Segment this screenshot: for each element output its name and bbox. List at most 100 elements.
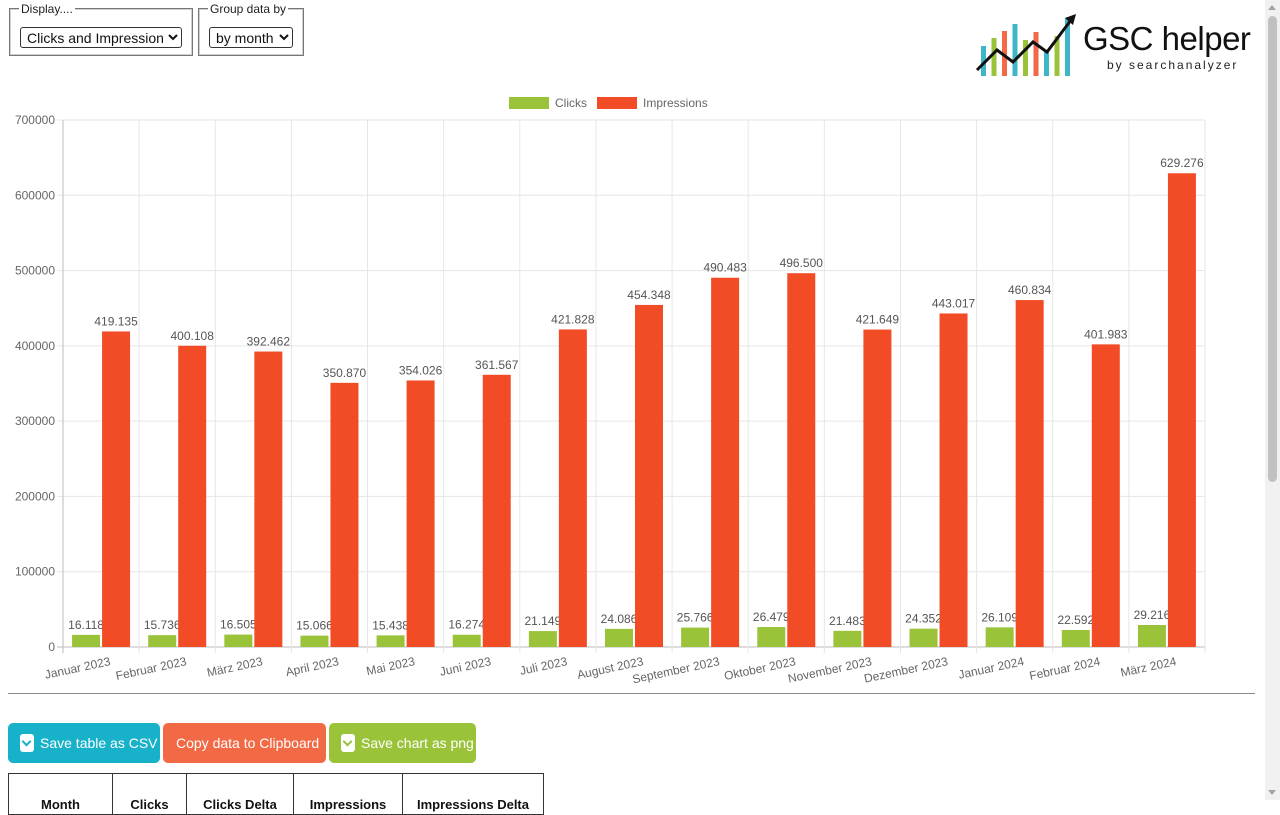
- data-label-clicks: 16.505: [220, 618, 257, 632]
- logo-bar: [1023, 40, 1028, 76]
- data-label-clicks: 21.483: [829, 614, 866, 628]
- bar-clicks: [528, 631, 557, 647]
- logo-chart-icon: [975, 14, 1076, 76]
- save-png-label: Save chart as png: [361, 735, 474, 751]
- bar-impressions: [1015, 300, 1044, 647]
- logo-bar: [1054, 36, 1060, 76]
- save-csv-button[interactable]: Save table as CSV: [8, 723, 160, 763]
- data-label-clicks: 15.438: [372, 618, 409, 632]
- data-label-clicks: 15.736: [144, 618, 181, 632]
- display-select[interactable]: Clicks and Impressions: [20, 27, 182, 48]
- divider: [8, 693, 1255, 694]
- data-label-clicks: 15.066: [296, 619, 333, 633]
- download-icon: [20, 734, 34, 752]
- legend-label-clicks: Clicks: [555, 96, 587, 110]
- data-label-clicks: 29.216: [1134, 608, 1171, 622]
- y-tick-label: 500000: [15, 264, 55, 278]
- bar-clicks: [376, 635, 405, 647]
- logo-bar: [1065, 18, 1070, 76]
- x-tick-label: April 2023: [284, 654, 340, 679]
- data-label-impressions: 496.500: [780, 256, 824, 270]
- x-tick-label: Dezember 2023: [863, 654, 950, 685]
- column-header-month[interactable]: Month: [8, 773, 113, 815]
- bar-clicks: [300, 635, 329, 647]
- bar-clicks: [605, 628, 633, 647]
- bar-clicks: [452, 634, 481, 647]
- data-label-clicks: 22.592: [1057, 613, 1094, 627]
- bar-impressions: [178, 345, 207, 647]
- data-label-impressions: 454.348: [627, 288, 671, 302]
- logo-bar: [1012, 24, 1018, 76]
- data-label-impressions: 460.834: [1008, 283, 1052, 297]
- save-png-button[interactable]: Save chart as png: [329, 723, 476, 763]
- x-tick-label: Juni 2023: [439, 654, 493, 679]
- bar-impressions: [558, 329, 587, 647]
- logo-bar: [1044, 50, 1049, 76]
- bar-clicks: [224, 634, 253, 647]
- y-tick-label: 300000: [15, 414, 55, 428]
- bar-clicks: [757, 627, 786, 647]
- legend-swatch: [597, 97, 637, 109]
- bar-clicks: [985, 627, 1014, 647]
- data-label-impressions: 401.983: [1084, 327, 1128, 341]
- y-tick-label: 600000: [15, 188, 55, 202]
- bar-impressions: [254, 351, 283, 647]
- copy-clipboard-label: Copy data to Clipboard: [176, 735, 320, 751]
- data-label-impressions: 490.483: [703, 261, 747, 275]
- data-label-impressions: 421.649: [856, 313, 900, 327]
- logo-subtitle: by searchanalyzer: [1107, 58, 1239, 72]
- column-header-impressions[interactable]: Impressions: [293, 773, 403, 815]
- bar-clicks: [72, 634, 101, 647]
- bar-impressions: [330, 382, 359, 647]
- data-label-impressions: 443.017: [932, 296, 976, 310]
- table-header-row: Month Clicks Clicks Delta Impressions Im…: [8, 773, 544, 815]
- column-header-clicks-delta[interactable]: Clicks Delta: [186, 773, 294, 815]
- data-label-impressions: 421.828: [551, 312, 595, 326]
- display-legend: Display....: [19, 2, 75, 16]
- bar-impressions: [939, 313, 968, 647]
- y-tick-label: 700000: [15, 113, 55, 127]
- y-tick-label: 100000: [15, 565, 55, 579]
- logo-trend-line: [975, 19, 1073, 72]
- bar-clicks: [833, 630, 862, 647]
- scrollbar-thumb[interactable]: [1268, 16, 1277, 482]
- y-tick-label: 200000: [15, 489, 55, 503]
- data-label-impressions: 361.567: [475, 358, 519, 372]
- download-icon: [341, 734, 355, 752]
- group-select[interactable]: by month: [209, 27, 293, 48]
- display-fieldset: Display.... Clicks and Impressions: [9, 2, 193, 56]
- scroll-down-arrow-icon[interactable]: [1268, 790, 1276, 795]
- gsc-helper-logo: GSC helper by searchanalyzer: [975, 12, 1260, 78]
- bar-clicks: [681, 627, 710, 647]
- scroll-up-arrow-icon[interactable]: [1268, 5, 1276, 10]
- bar-impressions: [711, 277, 740, 647]
- bar-impressions: [635, 304, 663, 647]
- x-tick-label: März 2023: [206, 654, 265, 680]
- x-tick-label: November 2023: [787, 654, 874, 685]
- bar-impressions: [482, 374, 511, 647]
- page-scrollbar[interactable]: [1265, 0, 1280, 800]
- data-label-clicks: 26.109: [981, 610, 1018, 624]
- copy-clipboard-button[interactable]: Copy data to Clipboard: [163, 723, 326, 763]
- x-tick-label: März 2024: [1119, 654, 1178, 680]
- data-label-clicks: 21.149: [525, 614, 562, 628]
- bar-impressions: [102, 331, 131, 647]
- logo-title: GSC helper: [1083, 20, 1251, 57]
- group-fieldset: Group data by by month: [198, 2, 304, 56]
- y-tick-label: 0: [48, 640, 55, 654]
- bar-clicks: [1137, 625, 1166, 647]
- bar-impressions: [863, 329, 892, 647]
- logo-bar: [1002, 31, 1007, 76]
- column-header-impressions-delta[interactable]: Impressions Delta: [402, 773, 544, 815]
- x-tick-label: Oktober 2023: [723, 654, 797, 683]
- bar-clicks: [1061, 629, 1090, 647]
- data-label-impressions: 629.276: [1160, 156, 1204, 170]
- x-tick-label: Januar 2024: [957, 654, 1025, 682]
- bar-impressions: [1091, 344, 1120, 647]
- logo-bar: [991, 38, 997, 76]
- bar-impressions: [787, 273, 816, 647]
- data-label-clicks: 24.086: [601, 612, 638, 626]
- logo-bar: [981, 46, 986, 76]
- save-csv-label: Save table as CSV: [40, 735, 158, 751]
- column-header-clicks[interactable]: Clicks: [112, 773, 187, 815]
